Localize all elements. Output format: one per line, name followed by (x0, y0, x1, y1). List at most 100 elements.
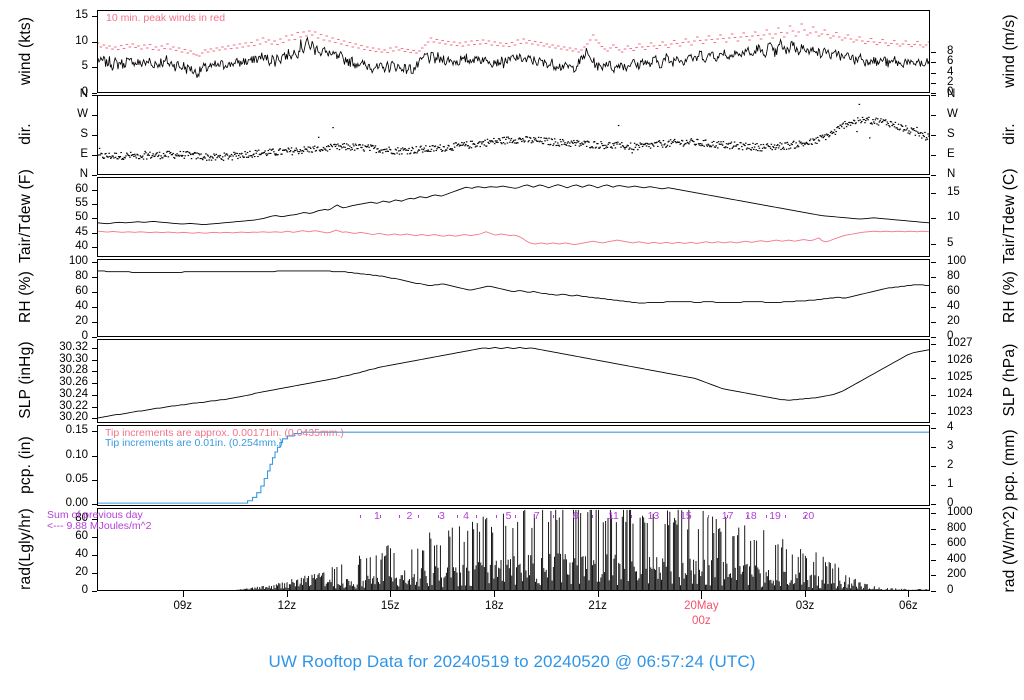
ytickmark-left-humidity (92, 292, 97, 293)
radiation-hour-tick (766, 515, 768, 518)
ytickmark-left-wind (92, 93, 97, 94)
radiation-hour-tick (785, 515, 787, 518)
ytickmark-left-humidity (92, 337, 97, 338)
ytick-left-temperature: 55 (75, 197, 88, 210)
ytick-left-direction: W (77, 108, 88, 120)
ytickmark-left-precipitation (92, 455, 97, 457)
ytick-right-radiation: 600 (947, 537, 967, 550)
ytick-right-radiation: 200 (947, 568, 967, 581)
radiation-hour-mark: 1 (373, 510, 380, 522)
ytickmark-right-direction (931, 155, 936, 156)
ytick-left-pressure: 30.26 (59, 376, 88, 389)
plot-area-pressure (97, 339, 930, 423)
radiation-hour-tick (688, 515, 690, 518)
ytickmark-right-pressure (931, 395, 936, 397)
ytickmark-left-pressure (92, 347, 97, 349)
ytickmark-left-wind (92, 16, 97, 18)
xtick-label: 21z (588, 600, 607, 612)
ytick-left-precipitation: 0.10 (65, 448, 88, 461)
ytick-right-direction: N (947, 168, 956, 180)
radiation-hour-mark: 13 (647, 510, 660, 522)
ytickmark-right-direction (931, 115, 936, 116)
ytick-right-direction: W (947, 108, 958, 120)
ylabel-right-radiation: rad (W/m^2) (1001, 505, 1018, 592)
radiation-sum-label: Sum of previous day (47, 509, 143, 521)
xtickmark (494, 591, 496, 597)
ytick-right-temperature: 5 (947, 237, 954, 250)
radiation-hour-tick (360, 515, 362, 518)
radiation-sum-value: <--- 9.88 MJoules/m^2 (47, 520, 152, 532)
ytickmark-right-humidity (931, 337, 936, 338)
xtick-day-label: 20May (684, 600, 719, 612)
ytickmark-left-direction (92, 115, 97, 116)
ytickmark-right-temperature (931, 192, 936, 194)
ytickmark-left-temperature (92, 218, 97, 220)
ytick-left-pressure: 30.24 (59, 387, 88, 400)
ytickmark-left-direction (92, 95, 97, 96)
ytickmark-left-precipitation (92, 479, 97, 481)
ytick-left-temperature: 60 (75, 182, 88, 195)
ytick-left-precipitation: 0.00 (65, 497, 88, 510)
xtick-label: 12z (277, 600, 297, 612)
ytickmark-left-radiation (92, 572, 97, 574)
radiation-hour-tick (418, 515, 420, 518)
ytick-left-precipitation: 0.05 (65, 472, 88, 485)
xtickmark (182, 591, 184, 597)
radiation-hour-mark: 3 (438, 510, 445, 522)
ytick-right-humidity: 80 (947, 270, 960, 282)
xtick-label: 15z (380, 600, 400, 612)
ytick-right-temperature: 15 (947, 185, 960, 198)
ytick-left-pressure: 30.28 (59, 364, 88, 377)
radiation-hour-mark: 2 (406, 510, 413, 522)
ytickmark-right-radiation (931, 575, 936, 577)
ytick-left-humidity: 0 (81, 330, 88, 342)
ytickmark-left-pressure (92, 383, 97, 385)
ytickmark-right-wind (931, 52, 936, 53)
ytick-right-humidity: 100 (947, 255, 967, 267)
ylabel-left-radiation: rad(Lgly/hr) (17, 507, 34, 590)
ytickmark-right-humidity (931, 307, 936, 308)
ytickmark-right-pressure (931, 343, 936, 345)
ytickmark-left-temperature (92, 247, 97, 248)
ytickmark-right-radiation (931, 528, 936, 530)
plot-area-wind (97, 10, 930, 93)
ytick-right-direction: E (947, 148, 955, 160)
radiation-hour-mark: 7 (533, 510, 540, 522)
ytick-left-pressure: 30.30 (59, 352, 88, 365)
ytickmark-right-humidity (931, 322, 936, 323)
ytick-left-radiation: 0 (81, 584, 88, 596)
peak-wind-legend: 10 min. peak winds in red (106, 12, 226, 24)
ytickmark-right-radiation (931, 559, 936, 561)
ytickmark-right-radiation (931, 513, 936, 515)
ytickmark-right-precipitation (931, 446, 936, 448)
xtick-label: 09z (173, 600, 193, 612)
ytick-right-precipitation: 2 (947, 458, 954, 471)
ytickmark-left-humidity (92, 277, 97, 278)
ytickmark-left-humidity (92, 322, 97, 323)
ytick-left-direction: N (79, 88, 88, 100)
ytickmark-left-pressure (92, 406, 97, 408)
xtickmark (597, 591, 599, 597)
ytickmark-right-wind (931, 82, 936, 84)
ytick-right-humidity: 40 (947, 300, 960, 312)
ytick-left-humidity: 40 (75, 300, 88, 312)
xtickmark (908, 591, 910, 597)
ytickmark-left-pressure (92, 359, 97, 361)
ytickmark-right-humidity (931, 262, 936, 263)
ytickmark-right-humidity (931, 277, 936, 278)
ytick-right-radiation: 1000 (947, 506, 973, 519)
ytick-right-pressure: 1026 (947, 353, 973, 366)
plot-area-temperature (97, 177, 930, 257)
ytickmark-left-pressure (92, 394, 97, 396)
radiation-hour-mark: 20 (802, 510, 815, 522)
ytickmark-right-precipitation (931, 504, 936, 506)
ytick-left-radiation: 40 (75, 547, 88, 560)
ytick-right-humidity: 0 (947, 330, 954, 342)
radiation-hour-tick (437, 515, 439, 518)
ytickmark-right-humidity (931, 292, 936, 293)
xtick-label: 06z (899, 600, 918, 612)
ytickmark-left-radiation (92, 536, 97, 538)
ytick-right-direction: S (947, 128, 955, 140)
ytick-left-radiation: 20 (75, 565, 88, 578)
ytick-left-radiation: 80 (75, 511, 88, 524)
